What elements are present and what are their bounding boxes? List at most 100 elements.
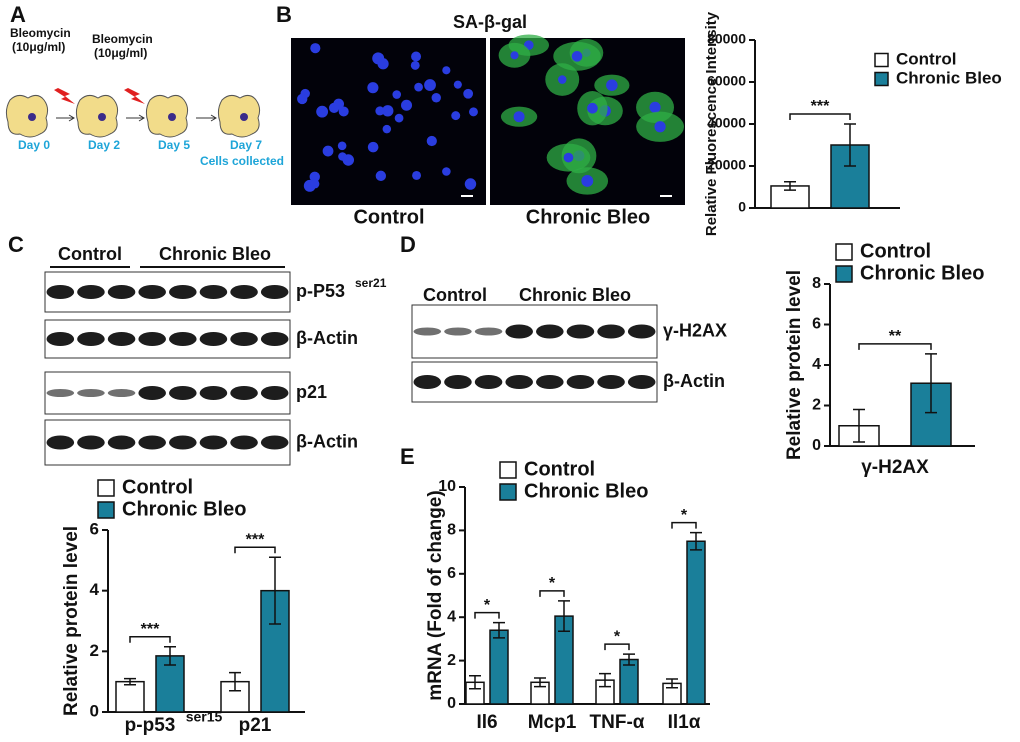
legend-swatch xyxy=(97,479,115,497)
legend-label: Control xyxy=(896,49,956,68)
nucleus-stain xyxy=(392,90,402,99)
nucleus-stain xyxy=(571,51,583,62)
significance-label: * xyxy=(681,507,688,524)
y-tick-label: 4 xyxy=(812,356,821,373)
significance-bracket xyxy=(671,521,697,529)
nucleus-stain xyxy=(649,101,661,113)
error-bar xyxy=(493,621,505,639)
error-bar xyxy=(853,408,865,443)
x-tick-label: p21 xyxy=(239,715,272,736)
significance-label: * xyxy=(614,628,621,645)
significance-bracket xyxy=(474,611,500,619)
legend-swatch xyxy=(499,461,517,479)
nucleus-stain xyxy=(510,51,519,60)
band xyxy=(169,386,197,400)
significance-label: *** xyxy=(811,98,830,115)
band xyxy=(230,435,258,450)
y-tick-label: 2 xyxy=(447,652,456,669)
treatment-dose: (10μg/ml) xyxy=(12,40,65,54)
x-tick-label: Il1α xyxy=(668,712,701,733)
y-tick-label: 40000 xyxy=(707,115,746,131)
band xyxy=(260,285,289,299)
treatment-drug: Bleomycin xyxy=(10,26,71,40)
day-label: Day 0 xyxy=(18,138,50,152)
nucleus-stain xyxy=(382,124,392,134)
band xyxy=(627,375,656,389)
group-label: Control xyxy=(58,244,122,264)
error-bar xyxy=(534,677,546,688)
band xyxy=(627,324,656,339)
significance-label: *** xyxy=(246,532,265,549)
significance-bracket xyxy=(858,343,932,350)
treatment-drug: Bleomycin xyxy=(92,32,153,46)
band xyxy=(46,389,75,397)
error-bar xyxy=(623,653,635,666)
group-label: Control xyxy=(423,285,487,305)
legend-label: Control xyxy=(860,240,931,262)
significance-bracket xyxy=(604,643,630,651)
y-tick-label: 20000 xyxy=(707,157,746,173)
legend-label: Chronic Bleo xyxy=(860,262,984,284)
band xyxy=(77,332,105,346)
band xyxy=(199,435,228,450)
band xyxy=(138,435,166,450)
error-bar xyxy=(469,675,481,690)
band xyxy=(46,285,75,299)
day-label: Day 7 xyxy=(230,138,262,152)
error-bar xyxy=(690,531,702,551)
nucleus-stain xyxy=(424,79,436,91)
bar xyxy=(686,540,706,705)
image-title: SA-β-gal xyxy=(453,12,527,32)
y-tick-label: 80000 xyxy=(707,31,746,47)
nucleus-stain xyxy=(401,99,413,111)
band xyxy=(138,386,166,400)
legend-swatch xyxy=(874,52,889,68)
nucleus-stain xyxy=(442,66,451,75)
nucleus-stain xyxy=(322,145,334,157)
error-bar xyxy=(784,181,796,191)
y-axis-label: Relative protein level xyxy=(784,270,805,460)
nucleus-stain xyxy=(513,111,525,123)
band xyxy=(107,285,136,299)
y-tick-label: 4 xyxy=(447,608,456,625)
row-label: p21 xyxy=(296,382,327,402)
row-label: p-P53 xyxy=(296,281,345,301)
row-label: β-Actin xyxy=(296,431,358,451)
legend-label: Chronic Bleo xyxy=(524,480,648,502)
panel-label: B xyxy=(276,2,292,27)
nucleus-stain xyxy=(442,167,451,176)
band xyxy=(566,324,595,339)
arrow xyxy=(126,114,145,122)
band xyxy=(107,389,136,397)
bar xyxy=(619,658,639,705)
cell-icon xyxy=(217,94,261,138)
nucleus-stain xyxy=(367,82,379,94)
nucleus-stain xyxy=(414,82,423,92)
legend-label: Chronic Bleo xyxy=(122,498,246,520)
nucleus-stain xyxy=(310,179,320,189)
nucleus-stain xyxy=(375,106,385,116)
band xyxy=(474,327,503,336)
legend-swatch xyxy=(97,501,115,519)
nucleus-stain xyxy=(410,60,420,70)
nucleus-stain xyxy=(412,170,422,180)
band xyxy=(138,332,166,346)
error-bar xyxy=(844,123,856,167)
band xyxy=(199,332,228,346)
nucleus-stain xyxy=(375,170,387,182)
band xyxy=(77,285,105,299)
error-bar xyxy=(558,600,570,633)
nucleus-stain xyxy=(453,80,462,89)
band xyxy=(77,435,105,450)
band xyxy=(260,332,289,346)
band xyxy=(107,332,136,346)
treatment-dose: (10μg/ml) xyxy=(94,46,147,60)
legend-swatch xyxy=(835,243,853,261)
group-label: Chronic Bleo xyxy=(519,285,631,305)
nucleus-stain xyxy=(451,111,461,121)
y-tick-label: 6 xyxy=(447,565,456,582)
row-label: β-Actin xyxy=(663,371,725,391)
nucleus-stain xyxy=(463,88,474,99)
row-label: γ-H2AX xyxy=(663,320,727,340)
y-tick-label: 0 xyxy=(447,695,456,712)
